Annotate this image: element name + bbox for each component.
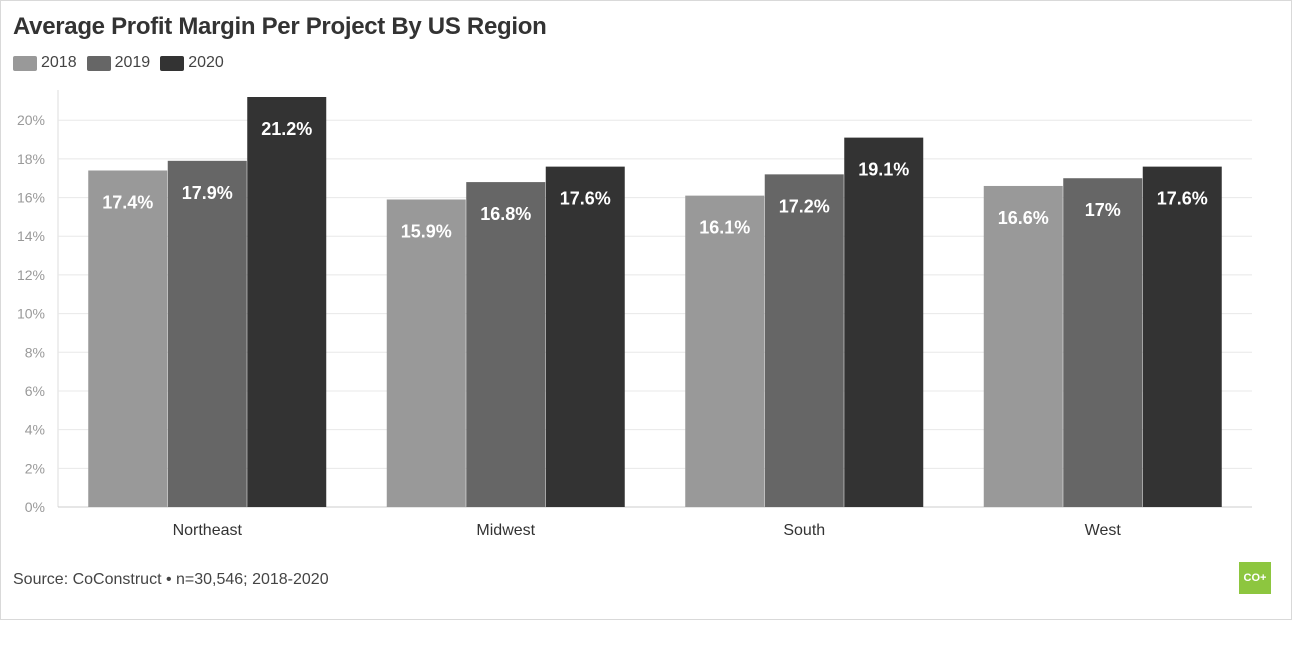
data-label: 17.6% bbox=[1157, 189, 1208, 209]
legend: 2018 2019 2020 bbox=[13, 54, 234, 72]
source-note: Source: CoConstruct • n=30,546; 2018-202… bbox=[13, 571, 329, 588]
bar-2020-northeast bbox=[247, 97, 327, 507]
legend-label: 2020 bbox=[188, 54, 224, 71]
x-category-label: Midwest bbox=[476, 522, 535, 539]
y-tick-label: 6% bbox=[25, 383, 45, 399]
bar-2018-west bbox=[983, 185, 1063, 507]
legend-swatch bbox=[160, 55, 185, 71]
bar-2020-west bbox=[1142, 166, 1222, 508]
data-label: 17.6% bbox=[560, 189, 611, 209]
bar-2019-south bbox=[764, 174, 844, 507]
x-category-label: South bbox=[783, 522, 825, 539]
data-label: 17% bbox=[1085, 200, 1121, 220]
legend-label: 2018 bbox=[41, 54, 77, 71]
data-label: 16.6% bbox=[998, 208, 1049, 228]
bar-2018-northeast bbox=[88, 170, 168, 507]
legend-swatch bbox=[13, 55, 37, 71]
data-label: 17.4% bbox=[102, 192, 153, 212]
legend-item-2018[interactable]: 2018 bbox=[13, 54, 77, 72]
legend-item-2020[interactable]: 2020 bbox=[160, 54, 224, 72]
data-label: 17.9% bbox=[182, 183, 233, 203]
data-label: 19.1% bbox=[858, 160, 909, 180]
data-label: 16.1% bbox=[699, 218, 750, 238]
x-category-label: Northeast bbox=[173, 522, 243, 539]
y-tick-label: 4% bbox=[25, 422, 45, 438]
y-tick-label: 2% bbox=[25, 460, 45, 476]
y-tick-label: 12% bbox=[17, 267, 45, 283]
bar-2019-midwest bbox=[466, 182, 546, 507]
x-category-label: West bbox=[1085, 522, 1122, 539]
data-label: 17.2% bbox=[779, 196, 830, 216]
chart-title: Average Profit Margin Per Project By US … bbox=[13, 13, 547, 40]
coconstruct-logo: CO+ bbox=[1239, 562, 1271, 594]
y-tick-label: 16% bbox=[17, 190, 45, 206]
y-tick-label: 0% bbox=[25, 499, 45, 515]
data-label: 21.2% bbox=[261, 119, 312, 139]
bar-2019-northeast bbox=[167, 160, 247, 508]
y-tick-label: 10% bbox=[17, 306, 45, 322]
bar-2020-south bbox=[844, 137, 924, 507]
bar-2018-midwest bbox=[386, 199, 466, 507]
data-label: 16.8% bbox=[480, 204, 531, 224]
y-tick-label: 14% bbox=[17, 228, 45, 244]
bar-2019-west bbox=[1063, 178, 1143, 507]
y-tick-label: 8% bbox=[25, 344, 45, 360]
legend-item-2019[interactable]: 2019 bbox=[86, 54, 151, 72]
y-tick-label: 18% bbox=[17, 151, 45, 167]
bar-2020-midwest bbox=[545, 166, 625, 508]
y-tick-label: 20% bbox=[17, 112, 45, 128]
data-label: 15.9% bbox=[401, 222, 452, 242]
legend-label: 2019 bbox=[114, 54, 151, 71]
legend-swatch bbox=[86, 55, 111, 71]
bar-2018-south bbox=[685, 195, 765, 507]
